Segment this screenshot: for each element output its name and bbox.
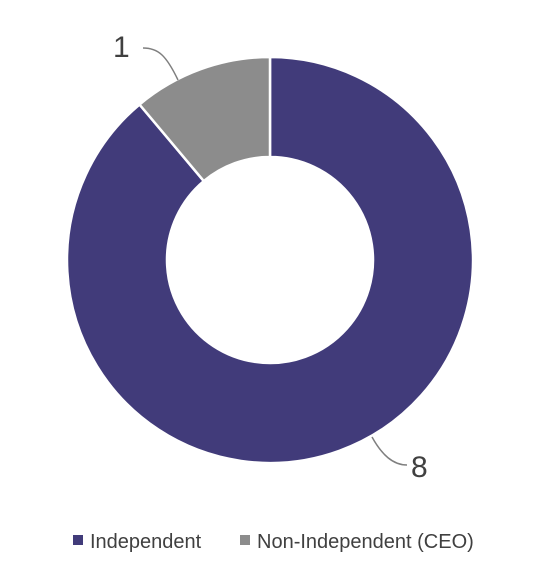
slice-non-independent-ceo bbox=[137, 55, 272, 183]
slice-independent bbox=[65, 55, 475, 465]
data-label-independent: 8 bbox=[411, 451, 428, 484]
donut-slices bbox=[65, 55, 475, 465]
data-label-non-independent: 1 bbox=[113, 31, 130, 64]
legend-label-non-independent: Non-Independent (CEO) bbox=[257, 531, 474, 553]
legend-swatch-independent bbox=[73, 535, 83, 545]
legend-swatch-non-independent bbox=[240, 535, 250, 545]
legend: Independent Non-Independent (CEO) bbox=[73, 531, 474, 553]
leader-line-non-independent bbox=[142, 47, 179, 81]
leader-line-independent bbox=[371, 436, 408, 466]
legend-label-independent: Independent bbox=[90, 531, 202, 553]
